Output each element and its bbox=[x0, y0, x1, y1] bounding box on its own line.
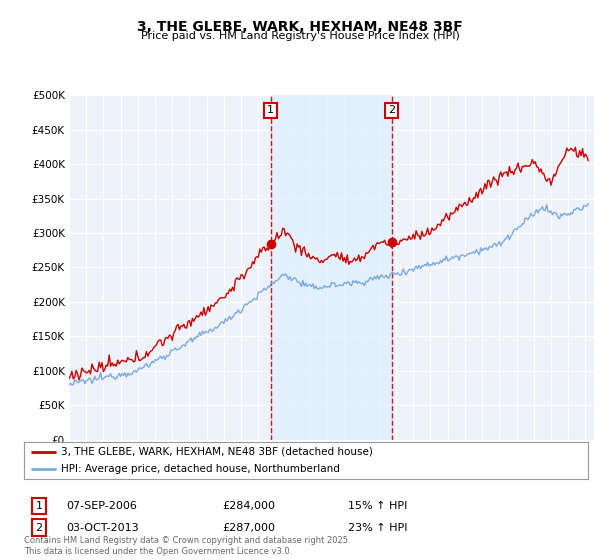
Bar bbox=[271, 95, 392, 440]
Text: 2: 2 bbox=[388, 105, 395, 115]
Text: 1: 1 bbox=[267, 105, 274, 115]
Text: 07-SEP-2006: 07-SEP-2006 bbox=[66, 501, 137, 511]
Text: Price paid vs. HM Land Registry's House Price Index (HPI): Price paid vs. HM Land Registry's House … bbox=[140, 31, 460, 41]
Text: 23% ↑ HPI: 23% ↑ HPI bbox=[348, 522, 407, 533]
Text: 1: 1 bbox=[35, 501, 43, 511]
Text: 15% ↑ HPI: 15% ↑ HPI bbox=[348, 501, 407, 511]
Text: 03-OCT-2013: 03-OCT-2013 bbox=[66, 522, 139, 533]
Text: HPI: Average price, detached house, Northumberland: HPI: Average price, detached house, Nort… bbox=[61, 464, 340, 474]
Text: 3, THE GLEBE, WARK, HEXHAM, NE48 3BF: 3, THE GLEBE, WARK, HEXHAM, NE48 3BF bbox=[137, 20, 463, 34]
Text: £284,000: £284,000 bbox=[222, 501, 275, 511]
Text: £287,000: £287,000 bbox=[222, 522, 275, 533]
Text: 2: 2 bbox=[35, 522, 43, 533]
Text: Contains HM Land Registry data © Crown copyright and database right 2025.
This d: Contains HM Land Registry data © Crown c… bbox=[24, 536, 350, 556]
Text: 3, THE GLEBE, WARK, HEXHAM, NE48 3BF (detached house): 3, THE GLEBE, WARK, HEXHAM, NE48 3BF (de… bbox=[61, 446, 373, 456]
